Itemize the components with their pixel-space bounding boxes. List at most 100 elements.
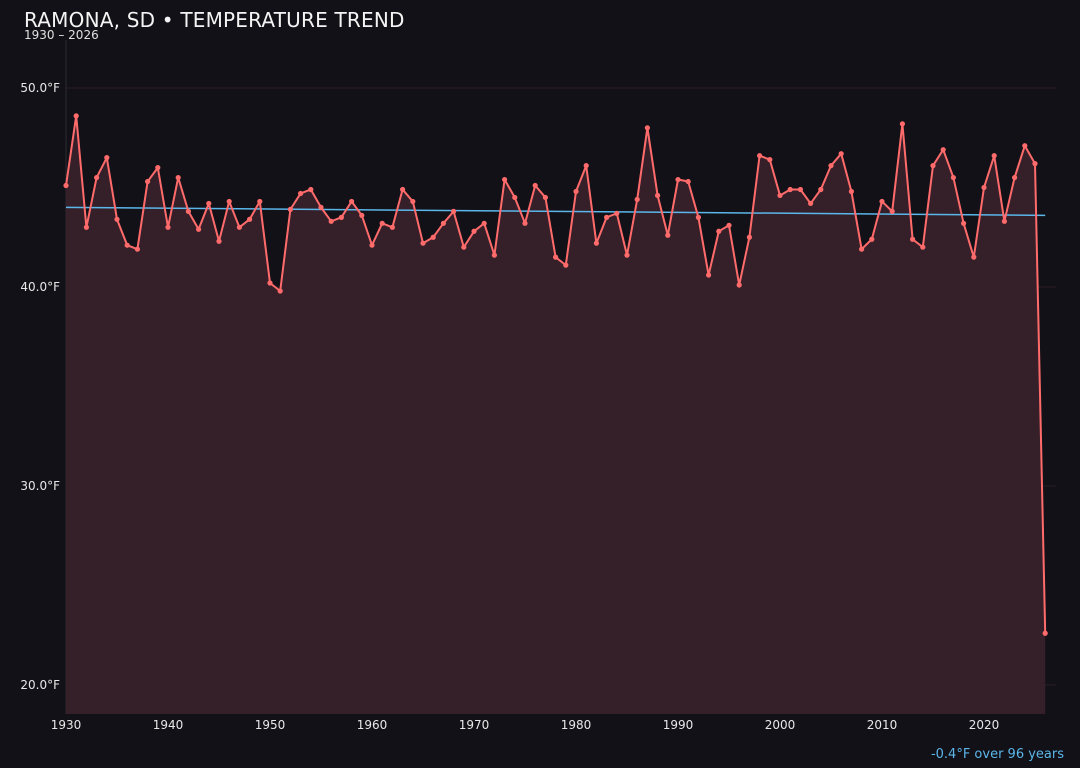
data-point: [206, 200, 212, 207]
data-point: [349, 198, 355, 205]
data-point: [359, 212, 365, 218]
data-point: [410, 198, 416, 205]
x-tick-label: 1930: [51, 718, 82, 732]
data-point: [236, 224, 242, 230]
data-point: [502, 176, 508, 183]
chart-title: RAMONA, SD • TEMPERATURE TREND: [24, 8, 405, 32]
data-point: [920, 244, 926, 250]
data-point: [685, 178, 691, 185]
x-tick-label: 1980: [561, 718, 592, 732]
data-point: [583, 163, 589, 169]
data-point: [338, 214, 344, 220]
data-point: [124, 242, 130, 248]
data-point: [991, 153, 997, 159]
data-point: [961, 220, 967, 226]
trend-summary: -0.4°F over 96 years: [930, 747, 1064, 762]
data-point: [950, 174, 957, 181]
x-tick-label: 2010: [867, 718, 898, 732]
x-tick-label: 1970: [459, 718, 490, 732]
data-point: [889, 208, 895, 214]
data-point: [379, 220, 385, 226]
data-point: [216, 238, 222, 244]
data-point: [134, 246, 140, 252]
data-point: [471, 228, 477, 234]
data-point: [287, 206, 293, 212]
chart-subtitle: 1930 – 2026: [24, 28, 99, 42]
data-point: [695, 214, 702, 220]
data-point: [369, 242, 375, 248]
data-point: [593, 240, 600, 246]
data-point: [114, 216, 120, 222]
data-point: [899, 121, 906, 127]
data-point: [910, 236, 916, 242]
data-point: [940, 147, 946, 153]
x-tick-label: 1940: [153, 718, 184, 732]
data-point: [481, 220, 487, 226]
data-point: [542, 194, 549, 201]
y-tick-label: 50.0°F: [20, 81, 60, 95]
data-point: [736, 282, 742, 288]
x-tick-label: 2020: [969, 718, 1000, 732]
data-point: [298, 190, 304, 197]
data-point: [196, 226, 202, 232]
data-point: [838, 151, 844, 157]
data-point: [757, 153, 763, 159]
data-point: [665, 232, 671, 238]
data-point: [706, 272, 712, 278]
data-point: [430, 234, 436, 240]
data-point: [818, 186, 824, 193]
data-point: [94, 174, 100, 181]
data-point: [930, 163, 936, 169]
data-point: [848, 188, 855, 195]
x-tick-label: 1990: [663, 718, 694, 732]
x-tick-label: 2000: [765, 718, 796, 732]
area-fill: [66, 115, 1046, 715]
data-point: [1022, 143, 1028, 149]
x-tick-label: 1950: [255, 718, 286, 732]
data-point: [644, 125, 651, 131]
data-point: [175, 174, 181, 181]
data-point: [73, 113, 79, 119]
data-point: [1001, 218, 1008, 224]
data-point: [828, 163, 834, 169]
trend-line: [65, 206, 1046, 217]
data-point: [440, 220, 446, 226]
data-point: [777, 192, 783, 199]
data-point: [185, 208, 191, 214]
data-point: [461, 244, 467, 250]
data-point: [267, 280, 273, 286]
data-point: [981, 184, 987, 191]
data-point: [328, 218, 334, 224]
data-point: [879, 198, 885, 205]
data-point: [1042, 630, 1048, 636]
y-tick-label: 40.0°F: [20, 280, 60, 294]
data-point: [726, 222, 732, 228]
data-point: [389, 224, 395, 230]
data-point: [634, 196, 640, 203]
data-point: [308, 186, 314, 193]
data-point: [277, 288, 283, 294]
data-point: [1032, 161, 1038, 167]
data-point: [869, 236, 875, 242]
data-point: [522, 220, 528, 226]
data-point: [512, 194, 518, 201]
data-point: [604, 214, 610, 220]
data-point: [400, 186, 406, 193]
data-point: [83, 224, 89, 230]
data-point: [614, 210, 620, 216]
y-tick-label: 30.0°F: [20, 479, 60, 493]
x-tick-label: 1960: [357, 718, 388, 732]
data-point: [573, 188, 579, 195]
data-point: [1012, 174, 1018, 181]
data-point: [63, 182, 69, 189]
data-point: [145, 178, 151, 185]
data-point: [257, 198, 263, 205]
data-point: [675, 176, 681, 183]
data-point: [655, 192, 661, 199]
data-point: [624, 252, 630, 258]
data-point: [226, 198, 232, 205]
data-point: [797, 186, 804, 193]
data-point: [420, 240, 426, 246]
data-point: [155, 165, 161, 171]
